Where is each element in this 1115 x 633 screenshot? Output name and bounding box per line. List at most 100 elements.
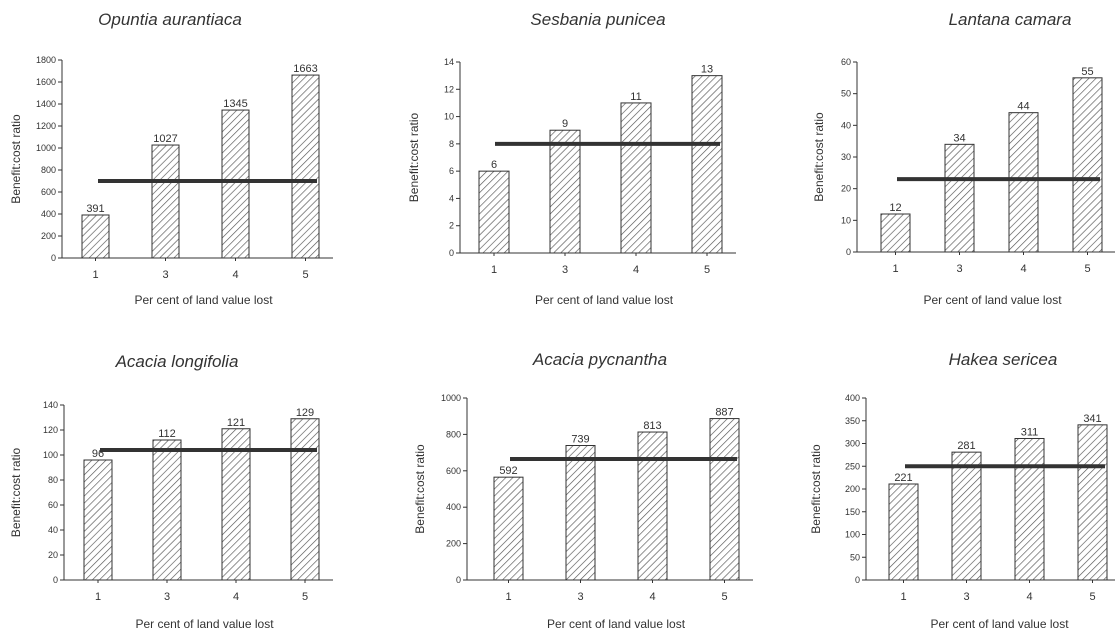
x-tick-label: 5 [1084, 263, 1090, 275]
y-tick-label: 4 [449, 193, 454, 203]
bar [1008, 112, 1039, 253]
x-tick-label: 4 [649, 591, 655, 603]
y-tick-label: 1000 [36, 143, 56, 153]
y-tick-label: 40 [48, 525, 58, 535]
bar [221, 109, 250, 259]
y-tick-label: 0 [456, 575, 461, 585]
x-tick-label: 5 [721, 591, 727, 603]
bar [888, 483, 919, 581]
y-tick-label: 50 [841, 89, 851, 99]
y-tick-label: 10 [444, 112, 454, 122]
bar-value-label: 6 [491, 159, 497, 171]
y-tick-label: 200 [845, 484, 860, 494]
bar-value-label: 9 [562, 118, 568, 130]
x-axis-label: Per cent of land value lost [134, 293, 273, 307]
y-axis-label: Benefit:cost ratio [809, 444, 823, 534]
bar [221, 428, 251, 581]
x-tick-label: 3 [162, 269, 168, 281]
y-tick-label: 40 [841, 120, 851, 130]
bar-value-label: 55 [1081, 66, 1093, 78]
x-tick-label: 3 [164, 591, 170, 603]
y-axis-label: Benefit:cost ratio [812, 112, 826, 202]
x-tick-label: 5 [302, 269, 308, 281]
bar-value-label: 311 [1021, 426, 1039, 438]
bar-value-label: 13 [701, 64, 713, 76]
y-tick-label: 0 [449, 248, 454, 258]
y-tick-label: 0 [53, 575, 58, 585]
bar [1014, 437, 1045, 581]
x-tick-label: 1 [92, 269, 98, 281]
bar-value-label: 739 [571, 434, 589, 446]
bar-value-label: 12 [889, 202, 901, 214]
y-tick-label: 400 [845, 393, 860, 403]
bar-value-label: 281 [957, 440, 975, 452]
bar-value-label: 391 [86, 203, 104, 215]
bar-value-label: 887 [715, 407, 733, 419]
bar-value-label: 1027 [153, 133, 177, 145]
bar-value-label: 1345 [223, 98, 247, 110]
bar-value-label: 112 [158, 428, 176, 440]
bar [637, 431, 668, 581]
bar [291, 74, 320, 259]
x-tick-label: 3 [963, 591, 969, 603]
y-tick-label: 200 [446, 539, 461, 549]
bar [944, 143, 975, 253]
y-tick-label: 1800 [36, 55, 56, 65]
y-tick-label: 8 [449, 139, 454, 149]
bar-value-label: 813 [643, 420, 661, 432]
x-tick-label: 4 [1020, 263, 1026, 275]
y-tick-label: 0 [855, 575, 860, 585]
bar [880, 213, 911, 253]
y-axis-label: Benefit:cost ratio [9, 114, 23, 204]
x-tick-label: 1 [505, 591, 511, 603]
bar-value-label: 121 [227, 417, 245, 429]
y-tick-label: 100 [43, 450, 58, 460]
x-tick-label: 4 [233, 591, 239, 603]
y-tick-label: 60 [841, 57, 851, 67]
chart-title: Hakea sericea [949, 350, 1058, 369]
y-tick-label: 1600 [36, 77, 56, 87]
x-tick-label: 4 [633, 264, 639, 276]
bar-value-label: 11 [630, 91, 641, 103]
bar [1072, 77, 1103, 253]
bar-value-label: 129 [296, 407, 314, 419]
x-axis-label: Per cent of land value lost [535, 293, 674, 307]
y-tick-label: 300 [845, 439, 860, 449]
bar [493, 476, 524, 581]
y-tick-label: 400 [41, 209, 56, 219]
y-tick-label: 250 [845, 461, 860, 471]
y-tick-label: 0 [51, 253, 56, 263]
x-tick-label: 1 [900, 591, 906, 603]
x-axis-label: Per cent of land value lost [923, 293, 1062, 307]
y-axis-label: Benefit:cost ratio [9, 447, 23, 537]
x-tick-label: 4 [232, 269, 238, 281]
bar [81, 214, 110, 259]
y-tick-label: 200 [41, 231, 56, 241]
y-tick-label: 2 [449, 221, 454, 231]
y-tick-label: 30 [841, 152, 851, 162]
y-tick-label: 1400 [36, 99, 56, 109]
bar-value-label: 44 [1017, 101, 1029, 113]
chart-title: Opuntia aurantiaca [98, 10, 242, 29]
y-tick-label: 20 [841, 184, 851, 194]
x-tick-label: 3 [577, 591, 583, 603]
x-tick-label: 1 [892, 263, 898, 275]
y-tick-label: 6 [449, 166, 454, 176]
bar [951, 451, 982, 581]
bar [152, 439, 182, 581]
y-tick-label: 1200 [36, 121, 56, 131]
bar-value-label: 1663 [293, 63, 317, 75]
y-axis-label: Benefit:cost ratio [413, 444, 427, 534]
x-tick-label: 5 [302, 591, 308, 603]
y-tick-label: 50 [850, 552, 860, 562]
y-tick-label: 140 [43, 400, 58, 410]
bar-value-label: 341 [1083, 413, 1101, 425]
bar-value-label: 592 [499, 465, 517, 477]
chart-title: Acacia longifolia [115, 352, 239, 371]
y-tick-label: 20 [48, 550, 58, 560]
y-axis-label: Benefit:cost ratio [407, 112, 421, 202]
x-tick-label: 3 [956, 263, 962, 275]
x-tick-label: 4 [1026, 591, 1032, 603]
bar [565, 445, 596, 581]
